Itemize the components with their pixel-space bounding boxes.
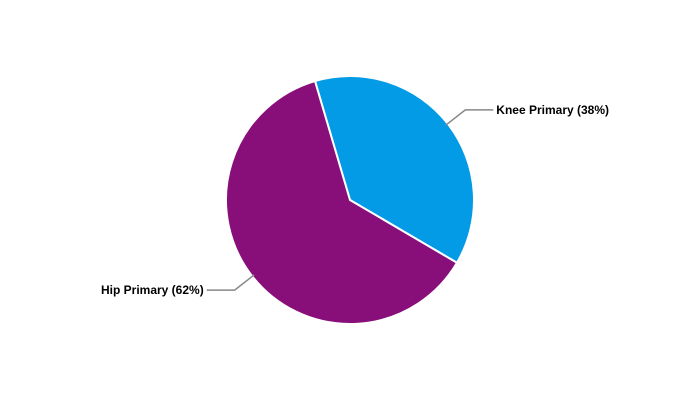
leader-line-1: [206, 274, 255, 291]
leader-line-0: [445, 109, 494, 126]
slice-label-0: Knee Primary (38%): [496, 103, 609, 117]
slice-label-1: Hip Primary (62%): [101, 283, 204, 297]
